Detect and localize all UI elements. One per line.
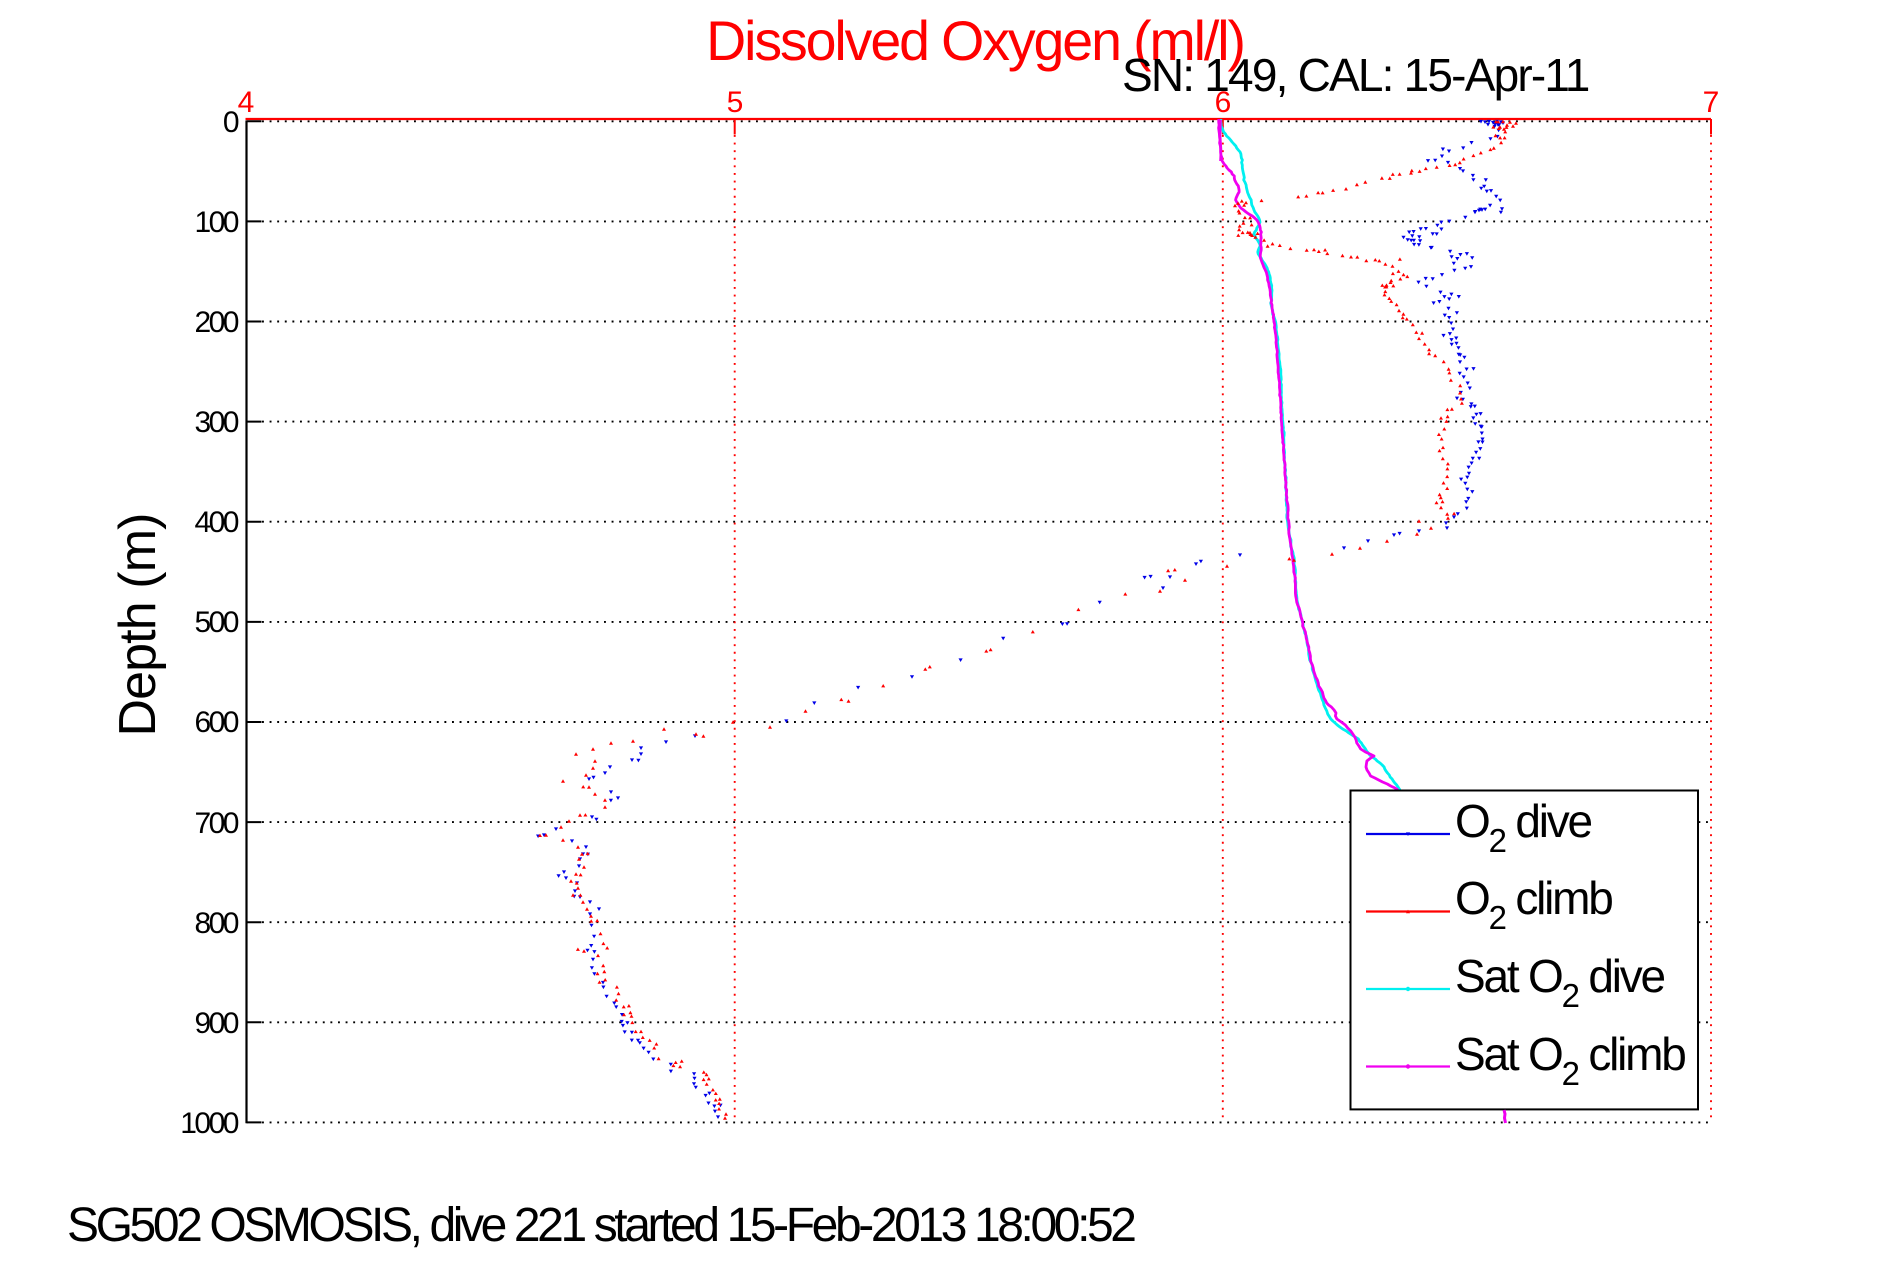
svg-text:900: 900 — [194, 1007, 238, 1040]
svg-text:Dissolved Oxygen (ml/l): Dissolved Oxygen (ml/l) — [706, 10, 1244, 72]
svg-text:O2 dive: O2 dive — [1455, 795, 1592, 859]
svg-text:SG502 OSMOSIS, dive 221 starte: SG502 OSMOSIS, dive 221 started 15-Feb-2… — [67, 1199, 1135, 1252]
svg-text:SN: 149, CAL: 15-Apr-11: SN: 149, CAL: 15-Apr-11 — [1122, 49, 1589, 101]
svg-text:1000: 1000 — [180, 1107, 239, 1140]
svg-text:0: 0 — [223, 106, 239, 139]
svg-text:Depth (m): Depth (m) — [109, 513, 167, 736]
svg-text:7: 7 — [1703, 86, 1720, 119]
svg-text:4: 4 — [238, 86, 255, 119]
svg-text:200: 200 — [194, 306, 238, 339]
svg-text:100: 100 — [194, 206, 238, 239]
svg-text:400: 400 — [194, 506, 238, 539]
svg-text:300: 300 — [194, 406, 238, 439]
svg-text:5: 5 — [727, 86, 744, 119]
svg-text:800: 800 — [194, 907, 238, 940]
svg-text:500: 500 — [194, 606, 238, 639]
svg-text:600: 600 — [194, 706, 238, 739]
svg-text:6: 6 — [1215, 86, 1232, 119]
svg-text:700: 700 — [194, 807, 238, 840]
